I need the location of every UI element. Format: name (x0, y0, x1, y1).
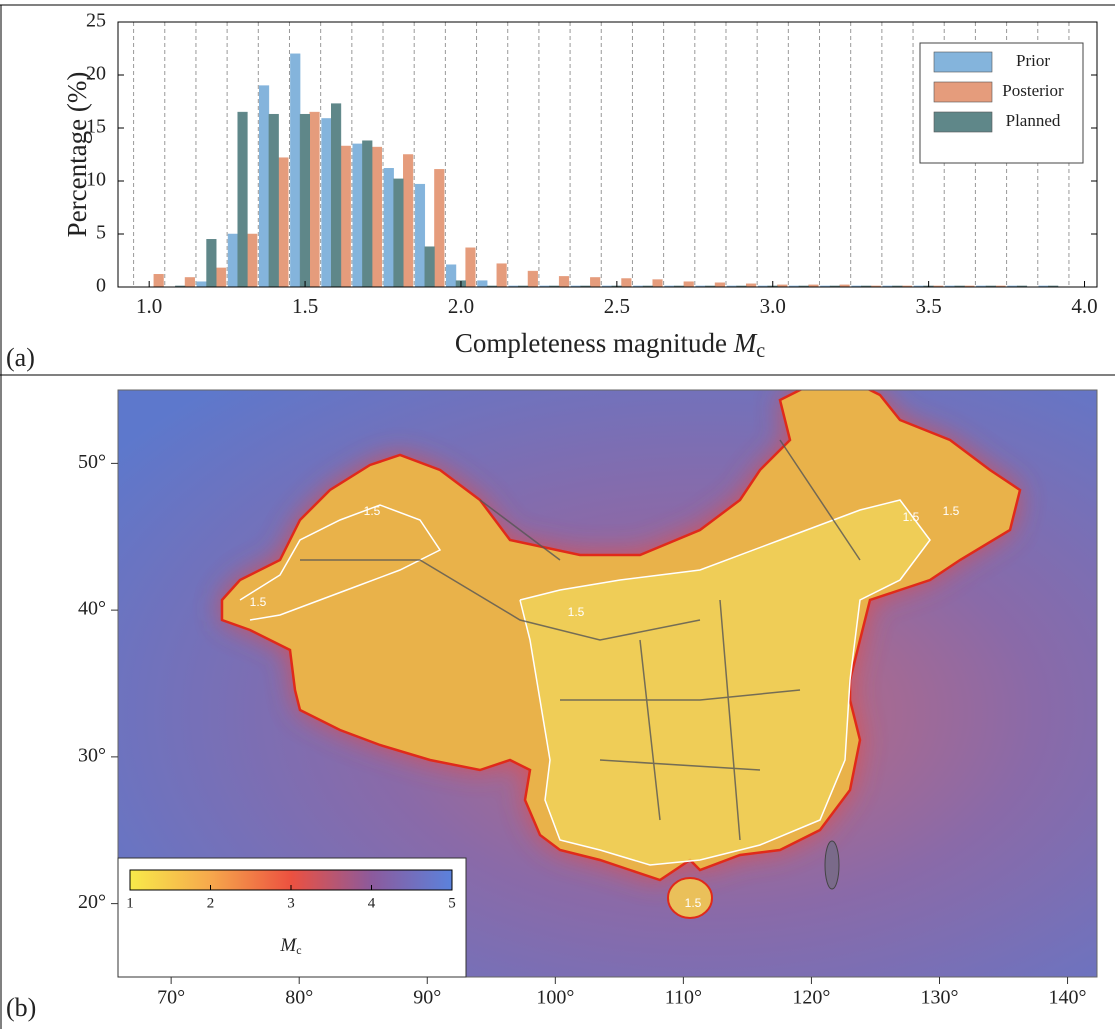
legend-label: Prior (1016, 51, 1050, 70)
panel-label: (b) (6, 993, 36, 1022)
bar (559, 276, 569, 287)
x-tick-label: 3.0 (760, 294, 786, 318)
bar (425, 247, 435, 287)
x-tick-label: 130° (920, 987, 958, 1009)
bar (446, 265, 456, 287)
colorbar-tick-label: 1 (126, 895, 134, 911)
x-tick-label: 3.5 (916, 294, 942, 318)
bar (362, 141, 372, 287)
x-tick-label: 80° (285, 987, 313, 1009)
x-axis-label: Completeness magnitude Mc (455, 328, 765, 361)
bar (259, 86, 269, 287)
bar (394, 179, 404, 287)
colorbar-label-symbol: M (279, 935, 297, 956)
contour-label: 1.5 (568, 605, 585, 619)
x-tick-label: 90° (413, 987, 441, 1009)
x-tick-label: 1.5 (292, 294, 318, 318)
bar (528, 271, 538, 287)
legend-label: Planned (1006, 111, 1061, 130)
bar (466, 248, 476, 287)
contour-label: 1.5 (364, 504, 381, 518)
x-tick-label: 4.0 (1071, 294, 1097, 318)
bar (715, 283, 725, 287)
figure: 05101520251.01.52.02.53.03.54.0Percentag… (0, 0, 1115, 1029)
y-axis-label: Percentage (%) (62, 72, 92, 238)
x-axis-label-text: Completeness magnitude (455, 328, 727, 358)
legend-swatch (934, 52, 992, 72)
y-tick-label: 40° (78, 598, 106, 620)
bar (622, 279, 632, 287)
y-tick-label: 30° (78, 744, 106, 766)
x-tick-label: 2.0 (448, 294, 474, 318)
contour-label: 1.5 (250, 595, 267, 609)
bar (434, 169, 444, 287)
bar (207, 239, 217, 287)
x-axis-label-symbol: M (733, 328, 758, 358)
bar (269, 114, 279, 287)
colorbar-tick-label: 2 (207, 895, 215, 911)
bar (497, 264, 507, 287)
x-tick-label: 110° (665, 987, 702, 1009)
contour-label: 1.5 (943, 504, 960, 518)
bar (322, 118, 332, 287)
bar (185, 277, 195, 287)
x-tick-label: 100° (536, 987, 574, 1009)
bar (228, 234, 238, 287)
bar (331, 104, 341, 287)
bar (216, 268, 226, 287)
colorbar-label-subscript: c (296, 943, 301, 957)
bar (238, 112, 248, 287)
colorbar-tick-label: 3 (287, 895, 295, 911)
bar (403, 155, 413, 288)
bar (590, 277, 600, 287)
y-tick-label: 0 (96, 275, 106, 297)
bar (154, 274, 164, 287)
colorbar-tick-label: 5 (448, 895, 456, 911)
bar (372, 147, 382, 287)
legend-swatch (934, 112, 992, 132)
contour-label: 1.5 (903, 510, 920, 524)
colorbar-tick-label: 4 (368, 895, 376, 911)
bar (415, 184, 425, 287)
bar (247, 234, 257, 287)
bar (341, 146, 351, 287)
bar (684, 282, 694, 287)
bar (353, 144, 363, 287)
bar (310, 112, 320, 287)
x-tick-label: 70° (157, 987, 185, 1009)
legend-swatch (934, 82, 992, 102)
x-axis-label-subscript: c (756, 340, 765, 362)
y-tick-label: 5 (96, 222, 106, 244)
bar (279, 158, 289, 287)
x-tick-label: 2.5 (604, 294, 630, 318)
bar (300, 114, 310, 287)
x-tick-label: 120° (792, 987, 830, 1009)
y-tick-label: 20° (78, 891, 106, 913)
bar (290, 54, 300, 287)
taiwan (825, 841, 839, 889)
x-tick-label: 1.0 (136, 294, 162, 318)
bar (197, 282, 207, 287)
panel-label: (a) (6, 343, 35, 372)
legend-label: Posterior (1002, 81, 1064, 100)
contour-label: 1.5 (685, 896, 702, 910)
bar (653, 280, 663, 287)
bar (384, 168, 394, 287)
x-tick-label: 140° (1049, 987, 1087, 1009)
y-tick-label: 25 (86, 10, 106, 32)
y-tick-label: 50° (78, 451, 106, 473)
bar (477, 281, 487, 287)
